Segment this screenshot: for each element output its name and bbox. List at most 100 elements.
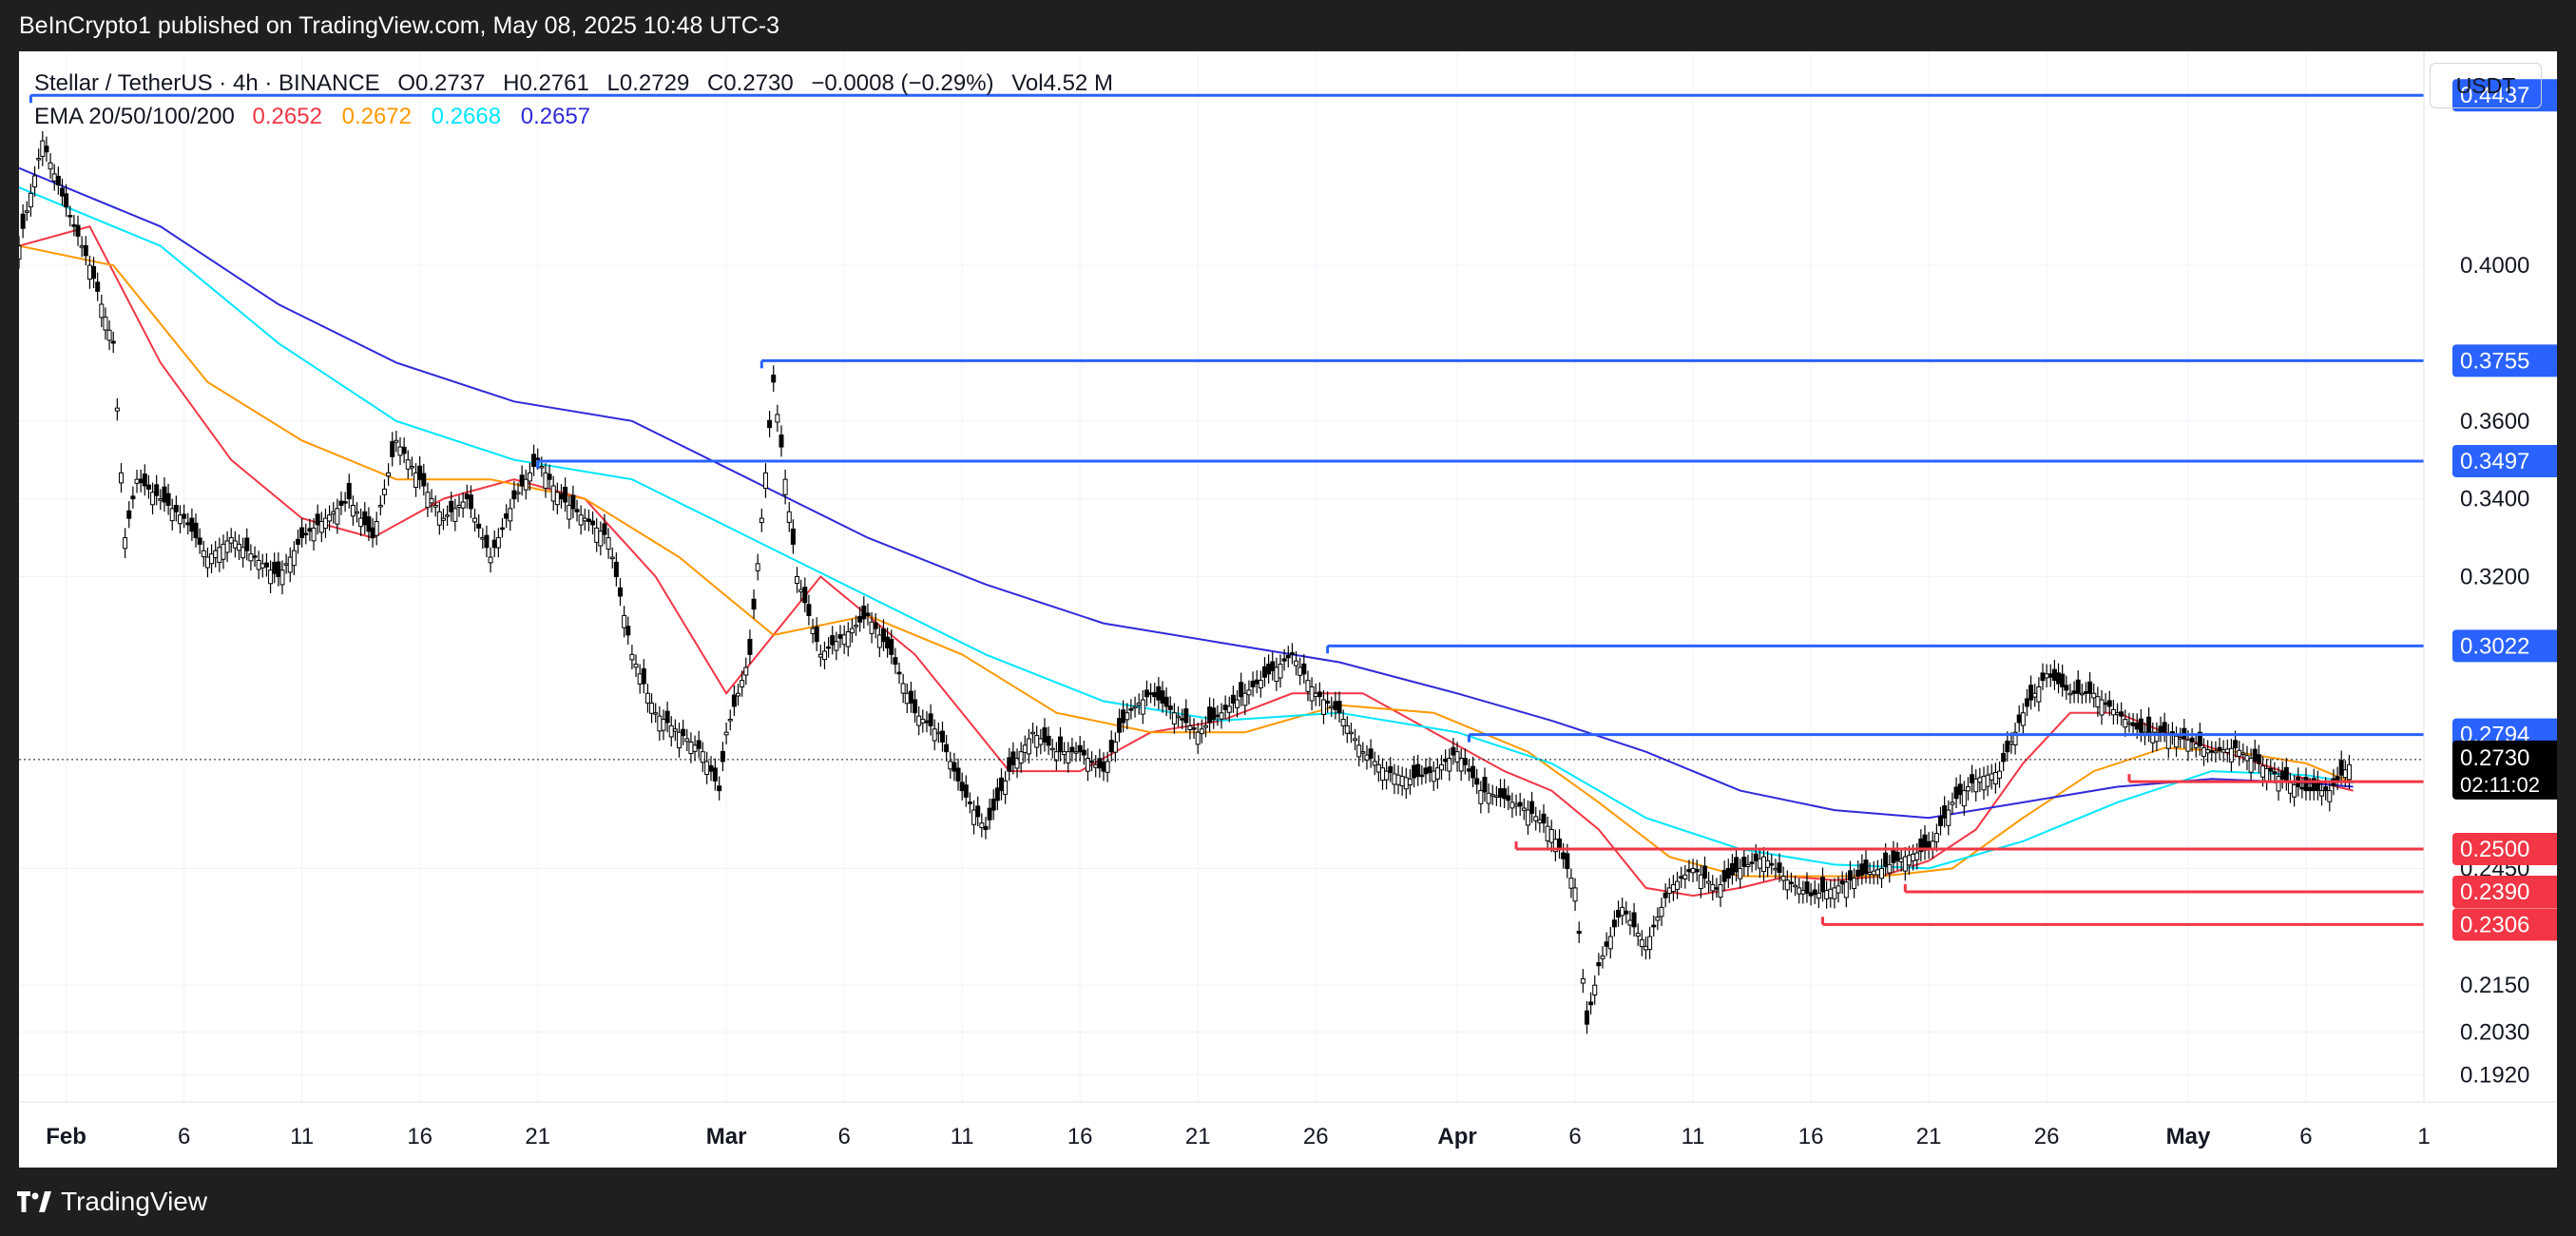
candle-body (1745, 863, 1751, 867)
candle-body (1914, 852, 1920, 860)
candle-body (1451, 746, 1456, 756)
candle-body (1780, 876, 1786, 881)
candle-body (19, 245, 22, 260)
candle-body (1305, 680, 1311, 692)
candle-body (240, 547, 246, 559)
chart-panel[interactable]: 0.4000 0.3600 0.3400 0.3200 0.2450 0.2150 0.20… (19, 51, 2557, 1168)
candle-body (189, 517, 195, 532)
candle-body (2115, 712, 2121, 716)
candle-body (1294, 660, 1299, 666)
candle-body (837, 634, 843, 639)
candle-body (75, 224, 81, 237)
candle-body (2091, 692, 2097, 699)
candle-body (338, 500, 344, 506)
candle-body (633, 664, 639, 668)
candle-body (547, 473, 552, 480)
candle-body (1202, 724, 1208, 728)
current-price-label: 0.2730 (2460, 745, 2529, 771)
tradingview-logo[interactable]: TradingView (17, 1187, 207, 1217)
resistance-label: 0.4437 (2460, 83, 2529, 108)
candle-body (664, 710, 670, 724)
resistance-label: 0.3497 (2460, 449, 2529, 474)
candle-body (499, 527, 505, 531)
candle-body (751, 598, 757, 610)
candle-body (2020, 712, 2026, 726)
candle-body (283, 563, 289, 566)
candle-body (1852, 878, 1857, 889)
candle-body (1989, 773, 1994, 781)
candle-body (582, 517, 587, 522)
candle-body (880, 628, 886, 643)
candle-body (1694, 868, 1700, 873)
candle-body (681, 728, 686, 737)
candle-body (876, 634, 882, 648)
candle-body (2323, 785, 2329, 792)
candle-body (1647, 936, 1653, 951)
candle-body (649, 703, 655, 714)
candle-body (1600, 956, 1605, 959)
candle-body (413, 472, 419, 488)
candle-body (971, 809, 977, 825)
candle-body (1266, 664, 1272, 675)
candle-body (1148, 692, 1154, 695)
symbol-title[interactable]: Stellar / TetherUS · 4h · BINANCE (34, 70, 380, 96)
candle-body (830, 635, 836, 646)
candle-body (1506, 795, 1511, 801)
candle-body (1898, 858, 1904, 862)
price-chart[interactable]: 0.40000.36000.34000.32000.24500.21500.20… (19, 51, 2557, 1168)
candle-body (2095, 696, 2101, 708)
candle-body (158, 498, 163, 501)
candle-body (1631, 912, 1637, 928)
candle-body (1855, 869, 1861, 878)
candle-body (1466, 768, 1471, 772)
candle-body (2346, 763, 2352, 781)
support-label-box (2452, 908, 2557, 941)
candle-body (1053, 751, 1059, 762)
candle-body (2217, 746, 2222, 751)
candle-body (118, 472, 124, 484)
currency-button[interactable]: USDT (2430, 63, 2542, 108)
candle-body (495, 537, 501, 549)
candle-body (1596, 962, 1602, 967)
candle-body (1167, 705, 1173, 710)
resistance-label: 0.3755 (2460, 348, 2529, 374)
candle-body (550, 485, 556, 502)
candle-body (162, 486, 167, 503)
candle-body (232, 540, 238, 549)
candle-body (1222, 705, 1228, 710)
candle-body (1537, 819, 1543, 823)
candle-body (817, 653, 823, 658)
candle-body (1961, 790, 1967, 807)
candle-body (394, 439, 399, 443)
candle-body (2158, 725, 2163, 733)
x-tick-label: Mar (706, 1124, 747, 1149)
ema-label[interactable]: EMA 20/50/100/200 (34, 104, 235, 129)
ema-row: EMA 20/50/100/200 0.2652 0.2672 0.2668 0… (34, 100, 1125, 133)
x-tick-label: 11 (1682, 1124, 1705, 1149)
candle-body (362, 511, 368, 526)
candle-body (2012, 731, 2018, 745)
candle-body (861, 605, 867, 620)
candle-body (1738, 867, 1743, 879)
candle-body (1847, 870, 1853, 881)
candle-body (1992, 771, 1998, 785)
candle-body (755, 563, 760, 571)
candle-body (456, 504, 462, 509)
candle-body (1970, 774, 1975, 783)
ohlc-row: Stellar / TetherUS · 4h · BINANCE O0.273… (34, 67, 1125, 100)
candle-body (1026, 738, 1031, 755)
candle-body (1187, 724, 1193, 731)
candle-body (908, 690, 913, 705)
candle-body (83, 244, 88, 257)
candle-body (740, 680, 745, 688)
candle-body (217, 547, 222, 564)
candle-body (79, 245, 85, 248)
candle-body (2083, 691, 2088, 694)
candle-body (1250, 680, 1256, 687)
candle-body (20, 213, 26, 229)
candle-body (798, 589, 804, 592)
candle-body (1828, 888, 1834, 898)
candle-body (893, 657, 898, 666)
candle-body (849, 628, 855, 634)
candle-body (228, 537, 234, 544)
